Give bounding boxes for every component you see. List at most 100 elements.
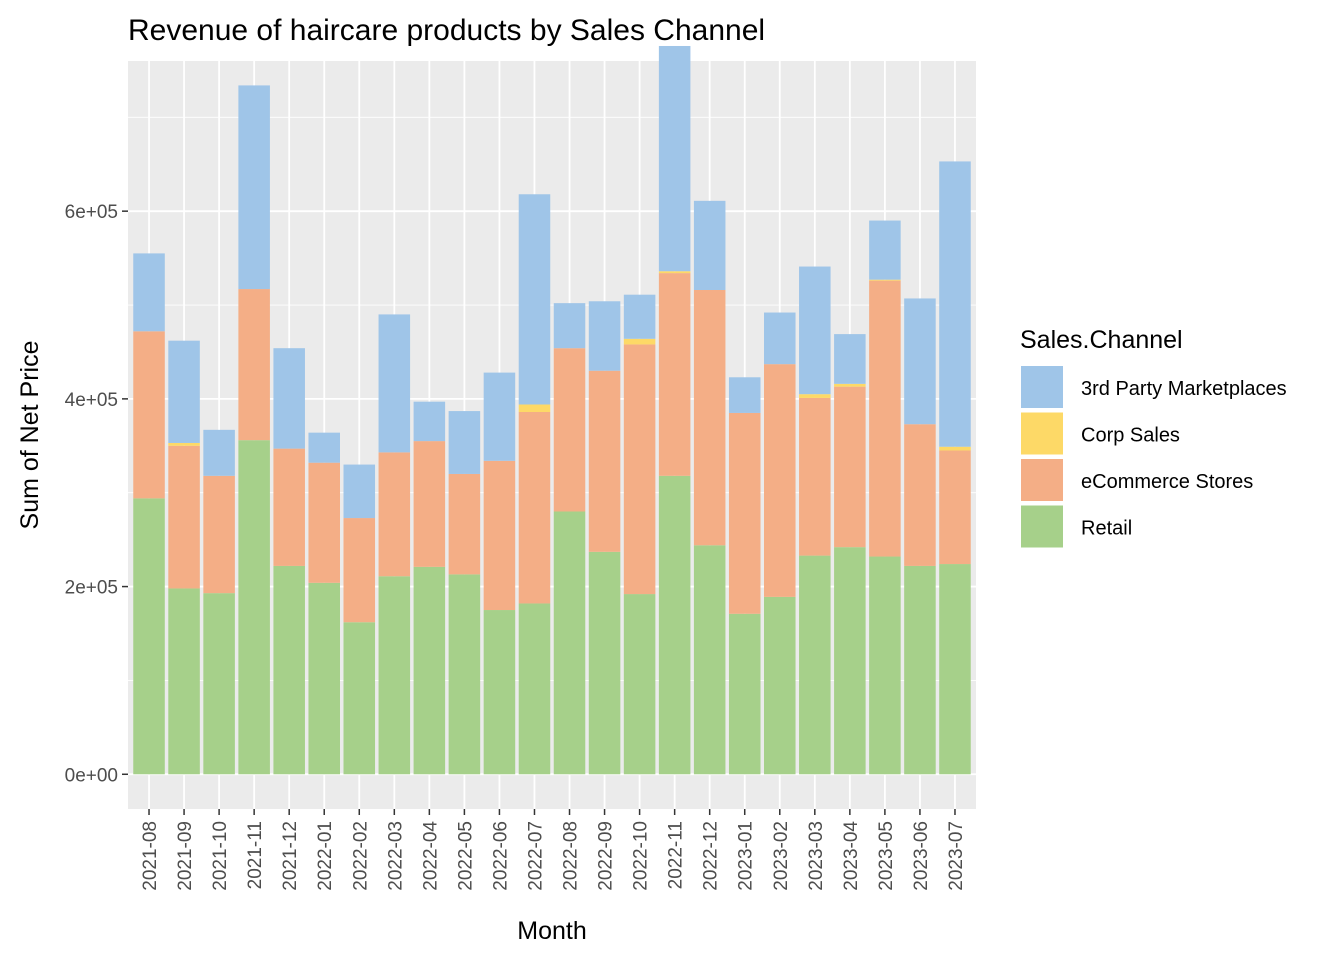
x-tick-label: 2022-05: [455, 821, 476, 891]
bar-segment-3rd-party-marketplaces-2021-11: [238, 85, 270, 290]
bar-segment-ecommerce-stores-2022-12: [693, 289, 726, 546]
x-tick-label: 2022-07: [525, 821, 546, 891]
x-tick-label: 2023-03: [806, 821, 827, 891]
bar-segment-retail-2021-11: [238, 440, 270, 775]
y-tick-label: 4e+05: [65, 390, 118, 411]
bar-segment-retail-2022-12: [693, 545, 726, 775]
bar-segment-ecommerce-stores-2023-01: [728, 412, 761, 614]
bar-segment-ecommerce-stores-2023-07: [939, 450, 971, 565]
y-axis: 0e+00 2e+05 4e+05 6e+05: [65, 202, 128, 786]
x-tick-label: 2021-10: [210, 821, 231, 891]
bar-segment-ecommerce-stores-2022-05: [448, 473, 481, 575]
bar-segment-corp-sales-2022-10: [623, 338, 656, 345]
bar-segment-retail-2023-07: [939, 564, 971, 775]
x-tick-label: 2022-01: [315, 821, 336, 891]
bar-segment-3rd-party-marketplaces-2023-07: [939, 161, 971, 447]
x-tick-label: 2021-12: [280, 821, 301, 891]
bar-segment-3rd-party-marketplaces-2023-02: [764, 312, 796, 365]
bar-segment-ecommerce-stores-2021-10: [203, 475, 235, 594]
x-tick-label: 2022-08: [561, 821, 582, 891]
bar-segment-retail-2022-11: [658, 475, 691, 775]
bar-segment-3rd-party-marketplaces-2022-06: [483, 372, 516, 461]
bar-segment-3rd-party-marketplaces-2022-02: [343, 464, 376, 519]
bar-segment-retail-2022-04: [413, 566, 446, 775]
bar-segment-corp-sales-2022-07: [518, 404, 551, 413]
x-tick-label: 2023-06: [911, 821, 932, 891]
bar-segment-3rd-party-marketplaces-2021-08: [133, 253, 165, 332]
bar-segment-ecommerce-stores-2022-06: [483, 460, 516, 611]
bar-segment-ecommerce-stores-2023-06: [904, 424, 936, 566]
bar-segment-ecommerce-stores-2022-10: [623, 344, 656, 595]
bar-segment-ecommerce-stores-2022-08: [553, 348, 586, 512]
bar-segment-3rd-party-marketplaces-2022-05: [448, 411, 481, 474]
legend-key-ecommerce-stores: [1019, 457, 1065, 503]
bar-segment-corp-sales-2023-07: [939, 446, 971, 451]
bar-segment-3rd-party-marketplaces-2023-04: [834, 334, 866, 384]
legend-label: eCommerce Stores: [1081, 471, 1253, 493]
bar-segment-3rd-party-marketplaces-2023-05: [869, 220, 901, 280]
bar-segment-3rd-party-marketplaces-2022-08: [553, 303, 586, 349]
bar-segment-retail-2021-09: [168, 588, 200, 775]
legend-label: 3rd Party Marketplaces: [1081, 378, 1287, 400]
bar-segment-retail-2022-03: [378, 576, 411, 775]
legend-key-3rd-party-marketplaces: [1019, 364, 1065, 410]
bar-segment-ecommerce-stores-2023-02: [764, 364, 796, 597]
bar-segment-3rd-party-marketplaces-2021-09: [168, 340, 200, 443]
x-tick-label: 2022-03: [385, 821, 406, 891]
legend-key-corp-sales: [1019, 410, 1065, 457]
bar-segment-retail-2022-07: [518, 603, 551, 775]
bar-segment-retail-2022-06: [483, 610, 516, 775]
bar-segment-3rd-party-marketplaces-2023-06: [904, 298, 936, 425]
legend-label: Retail: [1081, 518, 1132, 540]
legend-key-retail: [1019, 503, 1065, 550]
bar-segment-retail-2022-09: [588, 551, 621, 775]
bar-segment-ecommerce-stores-2023-03: [799, 397, 831, 556]
bar-segment-retail-2022-01: [308, 582, 340, 775]
bar-segment-retail-2021-08: [133, 498, 165, 775]
legend-title: Sales.Channel: [1020, 326, 1183, 354]
bar-segment-ecommerce-stores-2022-07: [518, 412, 551, 604]
legend-label: Corp Sales: [1081, 425, 1180, 447]
x-tick-label: 2021-08: [140, 821, 161, 891]
bar-segment-3rd-party-marketplaces-2022-03: [378, 314, 411, 453]
y-tick-label: 0e+00: [65, 765, 118, 786]
bar-segment-retail-2022-02: [343, 622, 376, 775]
bar-segment-retail-2021-10: [203, 593, 235, 775]
bar-segment-3rd-party-marketplaces-2022-10: [623, 294, 656, 339]
x-tick-label: 2023-01: [736, 821, 757, 891]
bar-segment-3rd-party-marketplaces-2023-03: [799, 266, 831, 395]
bar-segment-retail-2023-04: [834, 547, 866, 775]
bar-segment-ecommerce-stores-2022-03: [378, 452, 411, 577]
bar-segment-retail-2023-02: [764, 596, 796, 775]
bar-segment-retail-2022-10: [623, 594, 656, 775]
bar-segment-3rd-party-marketplaces-2022-07: [518, 194, 551, 405]
x-tick-label: 2023-04: [841, 821, 862, 891]
bar-segment-ecommerce-stores-2023-05: [869, 280, 901, 557]
x-tick-label: 2022-10: [631, 821, 652, 891]
legend: Sales.Channel 3rd Party Marketplaces Corp…: [1019, 326, 1287, 550]
x-tick-label: 2022-09: [596, 821, 617, 891]
x-tick-label: 2022-11: [666, 821, 687, 889]
x-tick-label: 2023-02: [771, 821, 792, 891]
bar-segment-3rd-party-marketplaces-2023-01: [728, 377, 761, 413]
bar-segment-3rd-party-marketplaces-2022-11: [658, 45, 691, 272]
bar-segment-retail-2022-08: [553, 511, 586, 775]
bar-segment-retail-2023-05: [869, 556, 901, 775]
bar-segment-corp-sales-2023-05: [869, 279, 901, 281]
x-tick-label: 2023-07: [946, 821, 967, 891]
x-axis: 2021-08 2021-09 2021-10 2021-11 2021-12 2022-…: [140, 809, 967, 891]
bar-segment-ecommerce-stores-2022-01: [308, 462, 340, 583]
bar-segment-corp-sales-2021-09: [168, 442, 200, 446]
bar-segment-retail-2023-01: [728, 613, 761, 775]
x-tick-label: 2022-06: [490, 821, 511, 891]
bar-segment-ecommerce-stores-2022-02: [343, 518, 376, 623]
bar-segment-3rd-party-marketplaces-2021-10: [203, 429, 235, 476]
x-tick-label: 2021-09: [175, 821, 196, 891]
bar-segment-corp-sales-2023-04: [834, 383, 866, 387]
bar-segment-3rd-party-marketplaces-2022-09: [588, 301, 621, 371]
x-tick-label: 2022-12: [701, 821, 722, 891]
bar-segment-retail-2022-05: [448, 574, 481, 775]
y-tick-label: 2e+05: [65, 578, 118, 599]
bar-segment-ecommerce-stores-2021-08: [133, 331, 165, 499]
